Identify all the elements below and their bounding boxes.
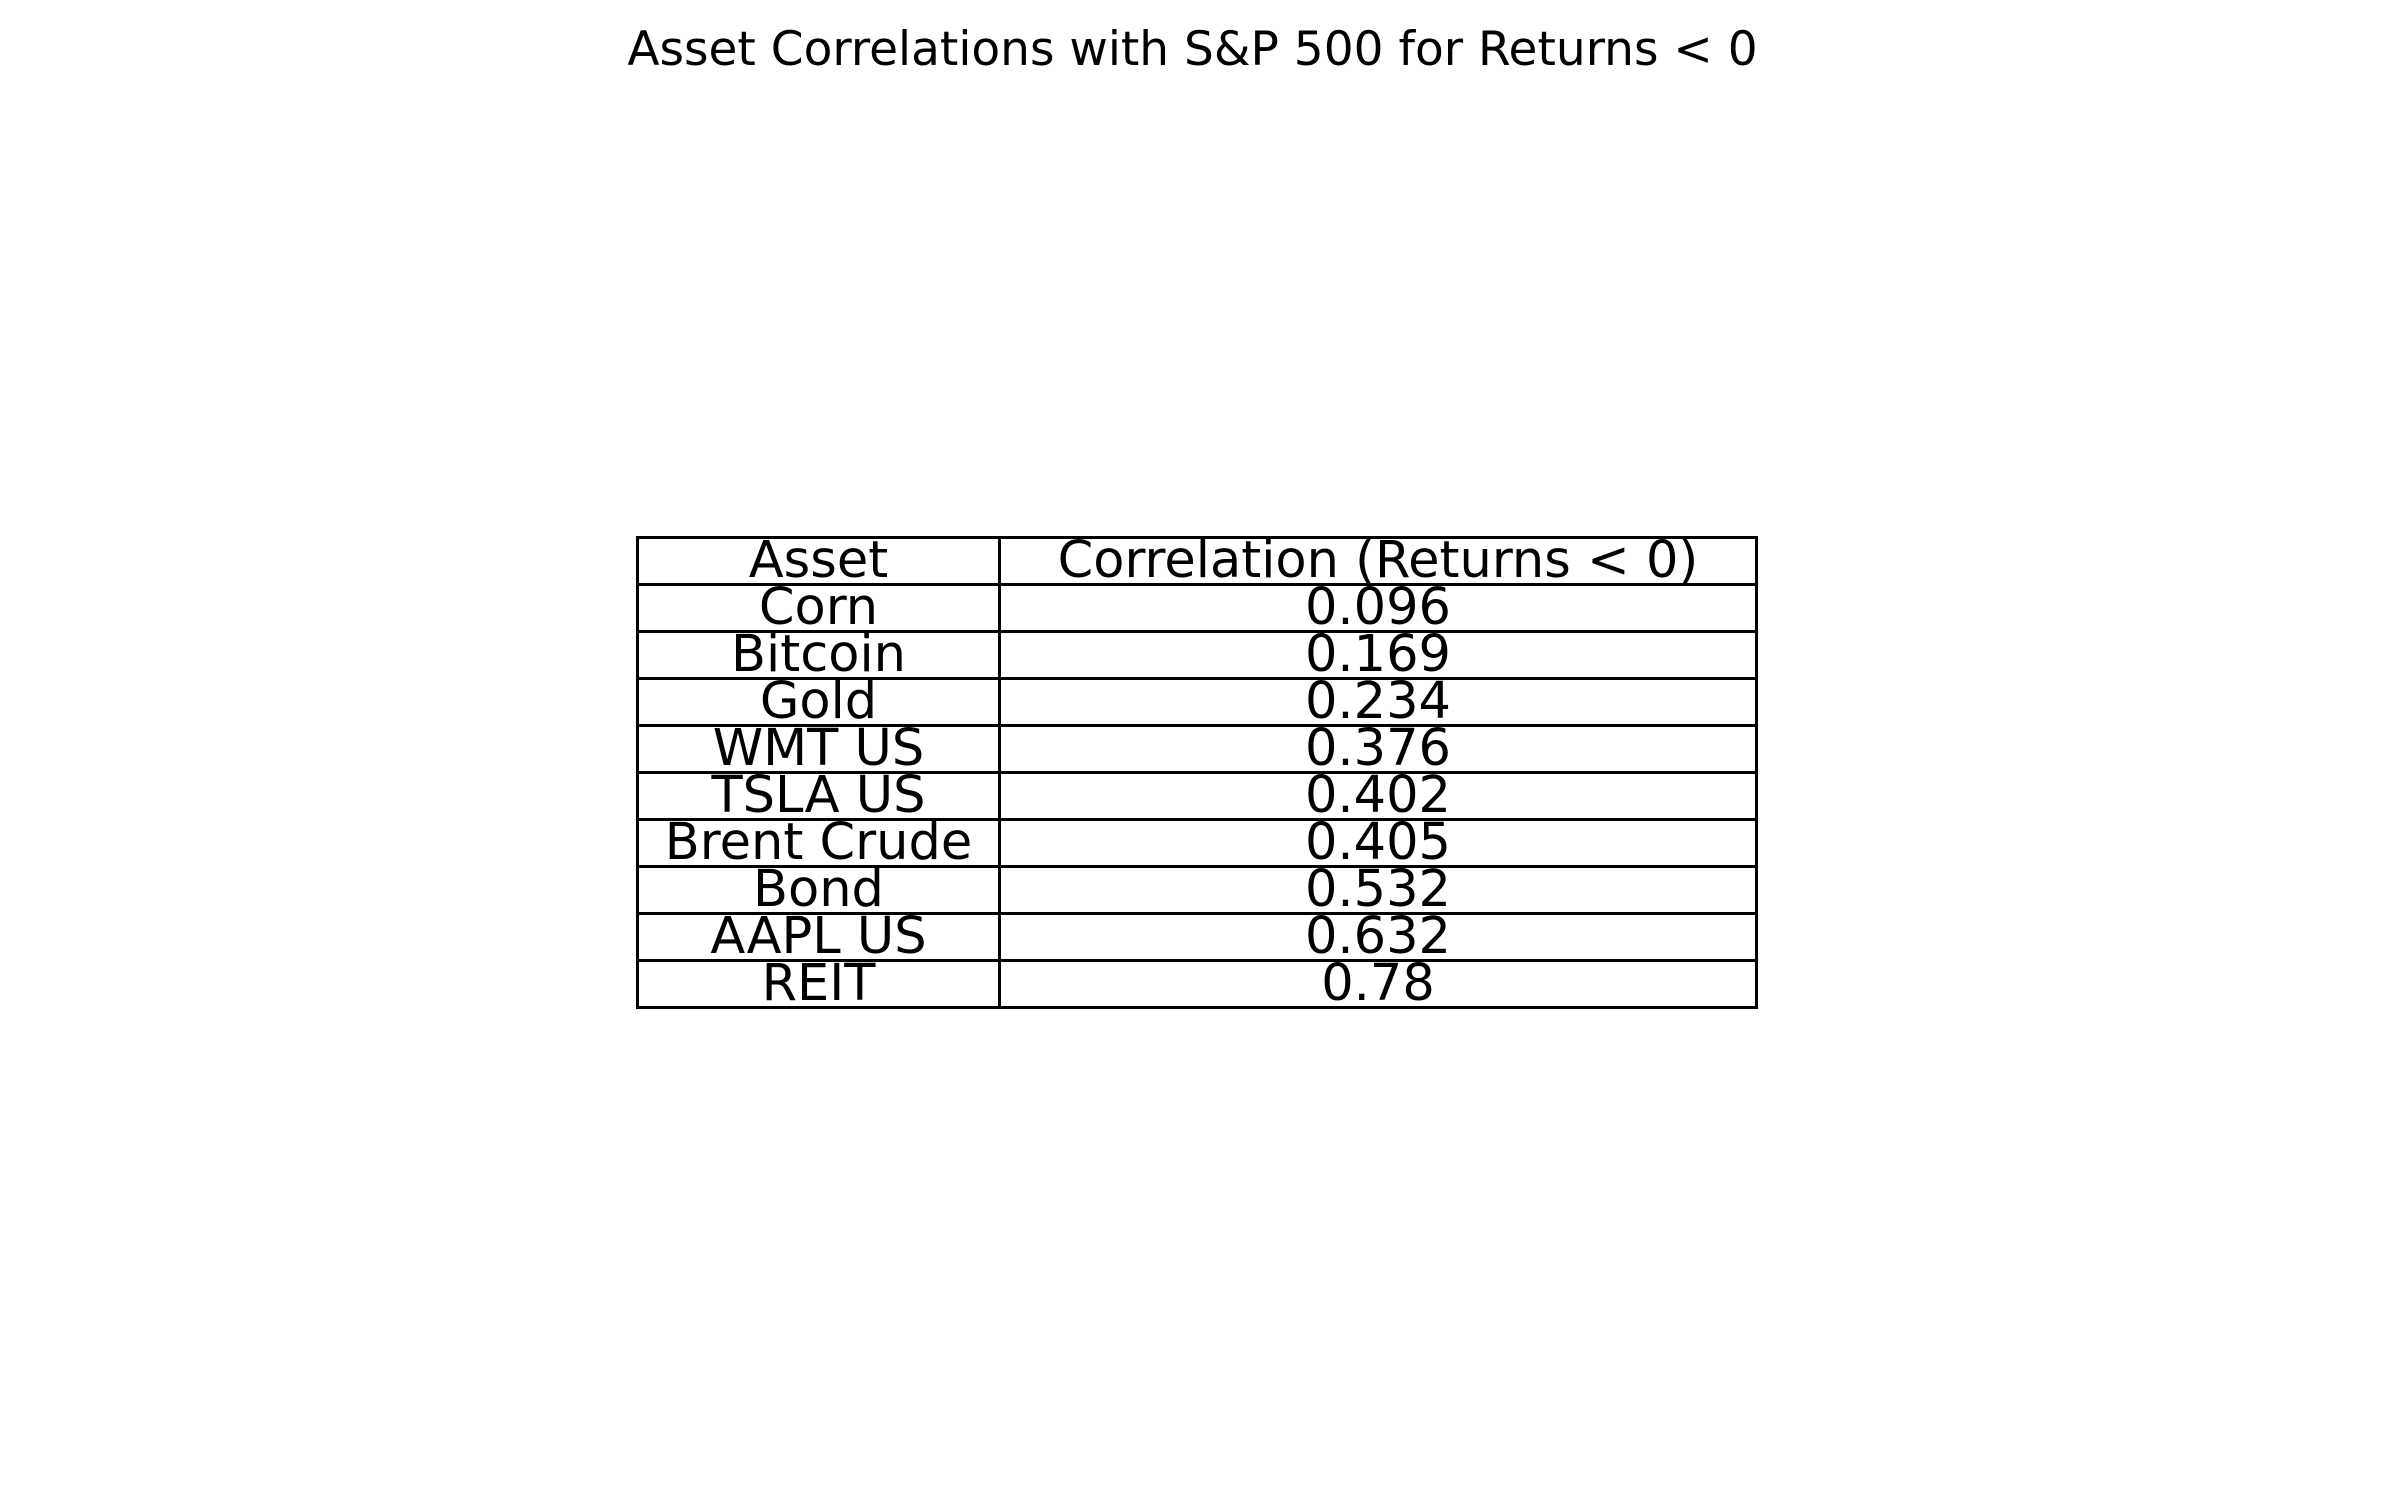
correlation-cell: 0.632	[998, 912, 1758, 962]
asset-cell: Gold	[636, 677, 1001, 727]
correlation-cell: 0.376	[998, 724, 1758, 774]
column-header-asset: Asset	[636, 536, 1001, 586]
correlation-table-container: Asset Correlation (Returns < 0) Corn 0.09…	[636, 536, 1758, 1009]
asset-cell: TSLA US	[636, 771, 1001, 821]
column-header-correlation: Correlation (Returns < 0)	[998, 536, 1758, 586]
table-header-row: Asset Correlation (Returns < 0)	[636, 536, 1758, 586]
table-row: Brent Crude 0.405	[636, 818, 1758, 868]
table-row: REIT 0.78	[636, 959, 1758, 1009]
table-row: Bitcoin 0.169	[636, 630, 1758, 680]
table-body: Corn 0.096 Bitcoin 0.169 Gold 0.234 WMT US 0.37…	[636, 583, 1758, 1009]
correlation-cell: 0.405	[998, 818, 1758, 868]
asset-cell: Bitcoin	[636, 630, 1001, 680]
correlation-cell: 0.78	[998, 959, 1758, 1009]
table-row: TSLA US 0.402	[636, 771, 1758, 821]
correlation-cell: 0.096	[998, 583, 1758, 633]
asset-cell: WMT US	[636, 724, 1001, 774]
table-row: WMT US 0.376	[636, 724, 1758, 774]
asset-cell: REIT	[636, 959, 1001, 1009]
table-row: Bond 0.532	[636, 865, 1758, 915]
chart-title: Asset Correlations with S&P 500 for Retu…	[627, 22, 1758, 77]
correlation-table: Asset Correlation (Returns < 0) Corn 0.09…	[636, 536, 1758, 1009]
correlation-cell: 0.234	[998, 677, 1758, 727]
asset-cell: AAPL US	[636, 912, 1001, 962]
asset-cell: Brent Crude	[636, 818, 1001, 868]
correlation-cell: 0.532	[998, 865, 1758, 915]
correlation-cell: 0.402	[998, 771, 1758, 821]
asset-cell: Bond	[636, 865, 1001, 915]
asset-cell: Corn	[636, 583, 1001, 633]
table-row: AAPL US 0.632	[636, 912, 1758, 962]
correlation-cell: 0.169	[998, 630, 1758, 680]
table-row: Corn 0.096	[636, 583, 1758, 633]
table-row: Gold 0.234	[636, 677, 1758, 727]
